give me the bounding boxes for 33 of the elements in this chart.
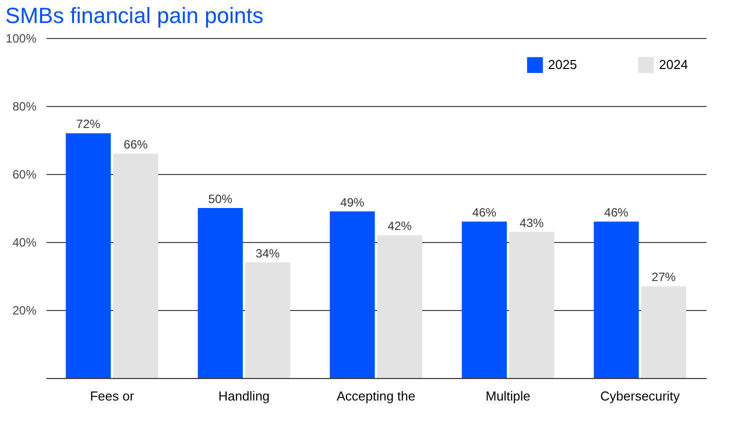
y-tick-label: 60% xyxy=(12,168,37,182)
x-tick-label: Fees or xyxy=(90,388,135,404)
data-label: 34% xyxy=(256,246,280,260)
bar xyxy=(113,154,158,378)
data-label: 49% xyxy=(340,195,365,210)
data-label: 50% xyxy=(208,192,233,206)
bar xyxy=(245,262,290,378)
y-tick-label: 100% xyxy=(6,32,37,46)
x-tick-label: Multiple xyxy=(486,388,530,404)
bar xyxy=(641,286,686,378)
y-tick-label: 20% xyxy=(12,304,37,318)
x-tick-label: Accepting the xyxy=(336,388,416,404)
bar xyxy=(377,235,422,378)
legend-label: 2025 xyxy=(548,57,577,72)
data-label: 43% xyxy=(520,216,544,230)
bar xyxy=(330,211,375,378)
bar xyxy=(198,208,243,378)
data-label: 72% xyxy=(76,117,101,132)
data-label: 66% xyxy=(124,138,148,152)
bar xyxy=(594,222,639,378)
data-label: 27% xyxy=(652,270,676,284)
data-label: 46% xyxy=(472,206,497,220)
data-label: 46% xyxy=(604,206,629,220)
y-tick-label: 80% xyxy=(12,100,37,114)
x-tick-label: Handling xyxy=(218,388,270,404)
bar xyxy=(66,133,111,378)
y-tick-label: 40% xyxy=(12,236,37,250)
bar xyxy=(462,222,507,378)
legend-label: 2024 xyxy=(659,57,688,72)
x-tick-label: Cybersecurity xyxy=(600,388,680,404)
bar xyxy=(509,232,554,378)
data-label: 42% xyxy=(388,219,412,234)
chart-title: SMBs financial pain points xyxy=(5,3,264,28)
